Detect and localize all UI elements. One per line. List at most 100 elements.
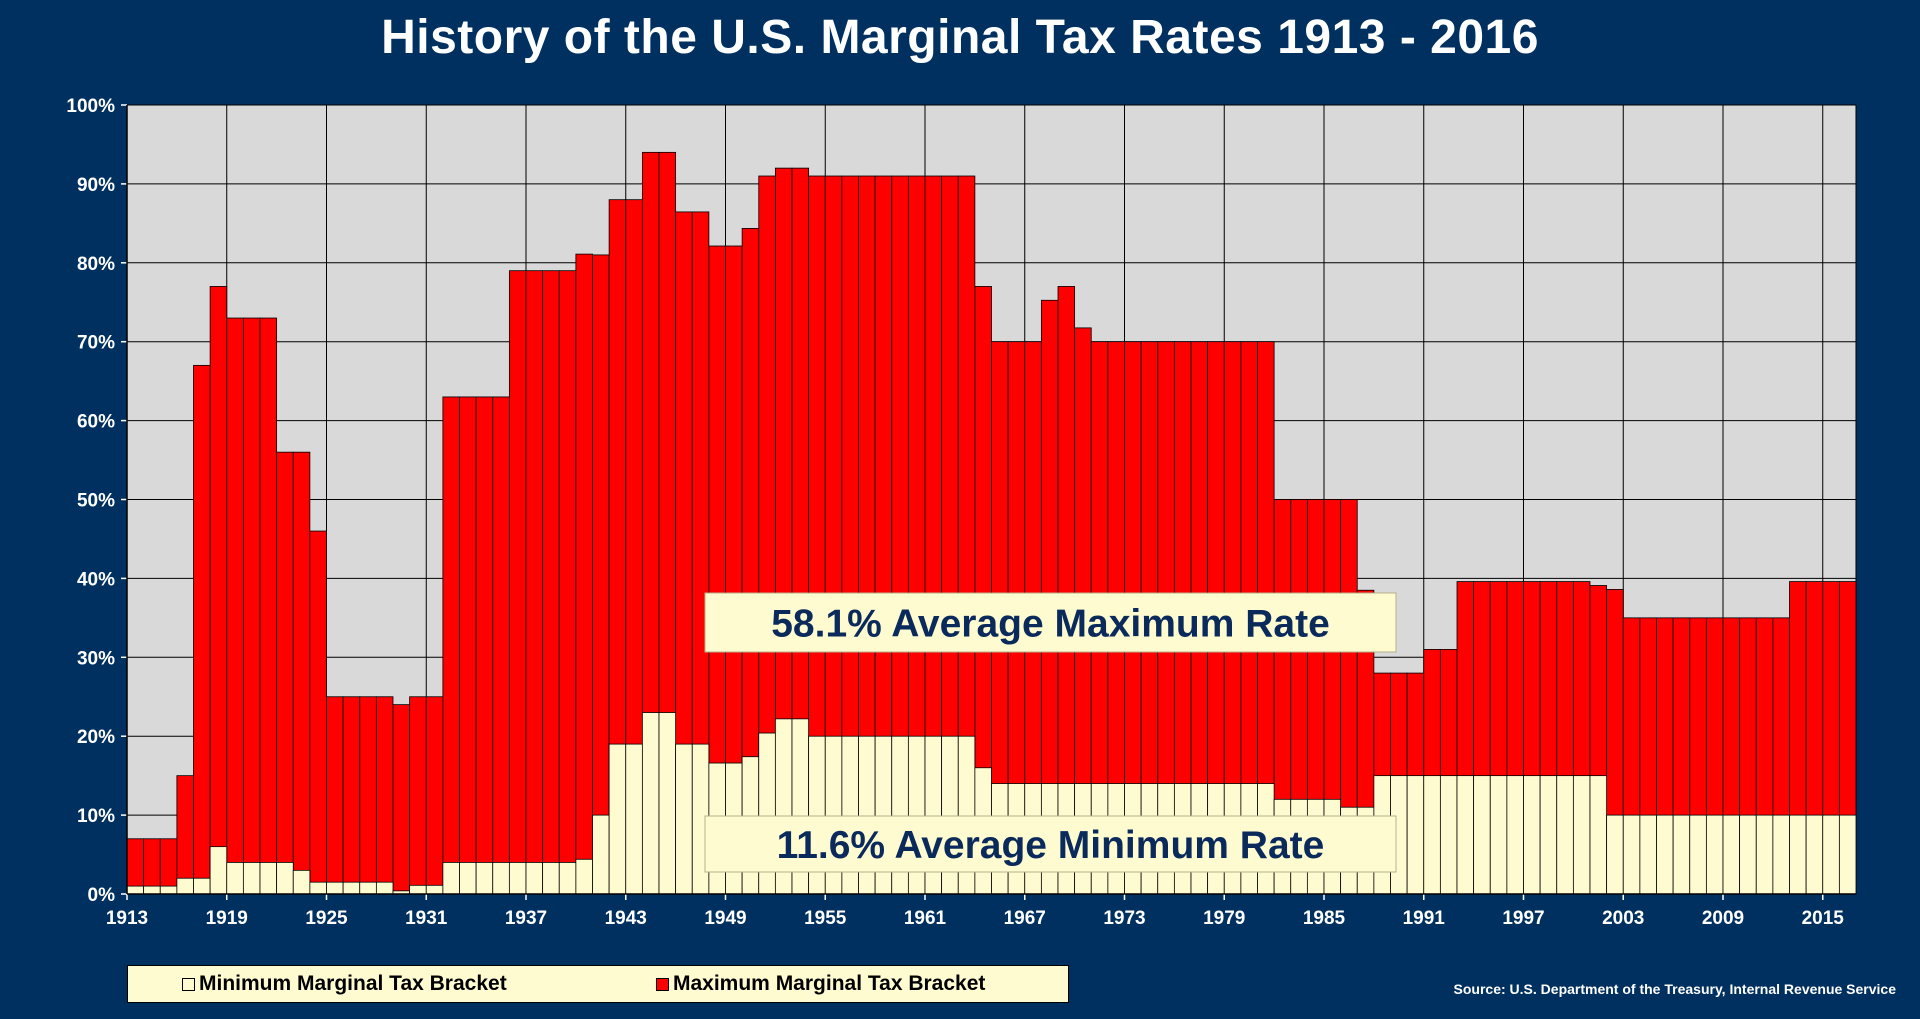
min-rate-bar: [1489, 775, 1508, 895]
max-rate-bar: [425, 696, 444, 895]
legend-label-minimum: Minimum Marginal Tax Bracket: [199, 972, 507, 995]
x-tick-label: 1913: [106, 908, 148, 929]
min-rate-bar: [259, 862, 278, 895]
max-rate-bar: [242, 317, 261, 895]
min-rate-bar: [143, 885, 161, 895]
min-rate-bar: [525, 862, 544, 895]
max-rate-bar: [342, 696, 361, 895]
min-rate-bar: [342, 881, 361, 895]
x-tick-label: 1973: [1103, 908, 1145, 929]
min-rate-bar: [1789, 814, 1807, 895]
max-rate-bar: [459, 396, 477, 895]
max-rate-bar: [542, 270, 560, 895]
min-rate-bar: [226, 862, 244, 895]
min-rate-bar: [625, 743, 643, 895]
max-rate-bar: [326, 696, 344, 895]
min-rate-bar: [1456, 775, 1475, 895]
x-tick-label: 2009: [1702, 908, 1744, 929]
legend: Minimum Marginal Tax Bracket Maximum Mar…: [127, 965, 1069, 1003]
min-rate-bar: [1838, 814, 1857, 895]
min-rate-bar: [608, 743, 627, 895]
min-rate-bar: [658, 712, 677, 895]
min-rate-bar: [425, 884, 444, 895]
x-tick-label: 1931: [405, 908, 448, 929]
min-rate-bar: [575, 858, 593, 895]
min-rate-bar: [1772, 814, 1790, 895]
min-rate-bar: [1606, 814, 1624, 895]
max-rate-bar: [575, 253, 593, 895]
x-tick-label: 1955: [804, 908, 847, 929]
y-tick-label: 50%: [77, 491, 115, 512]
y-tick-label: 60%: [77, 412, 115, 433]
min-rate-bar: [1672, 814, 1691, 895]
x-tick-label: 1949: [704, 908, 746, 929]
max-rate-bar: [276, 451, 294, 895]
min-rate-bar: [1523, 775, 1541, 895]
min-rate-bar: [292, 869, 311, 895]
min-rate-bar: [326, 881, 344, 895]
x-tick-label: 2003: [1602, 908, 1644, 929]
max-rate-bar: [209, 286, 228, 895]
chart-title: History of the U.S. Marginal Tax Rates 1…: [381, 11, 1539, 64]
axes: 0% 10% 20% 30% 40% 50% 60% 70% 80% 90% 100% 1913 191…: [66, 96, 1856, 929]
max-rate-bar: [375, 696, 394, 895]
min-rate-bar: [1589, 775, 1608, 895]
max-rate-bar: [525, 270, 544, 895]
min-rate-bar: [1822, 814, 1840, 895]
max-rate-bar: [176, 775, 194, 895]
min-rate-bar: [508, 862, 527, 895]
min-rate-bar: [193, 877, 211, 895]
min-rate-bar: [558, 862, 577, 895]
max-rate-bar: [409, 696, 427, 895]
min-rate-bar: [176, 877, 194, 895]
legend-swatch-minimum: [182, 977, 195, 991]
min-rate-bar: [641, 712, 660, 895]
min-rate-bar: [1622, 814, 1641, 895]
min-rate-bar: [276, 862, 294, 895]
x-tick-label: 1967: [1004, 908, 1046, 929]
min-rate-bar: [242, 862, 261, 895]
min-rate-bar: [375, 881, 394, 895]
max-rate-bar: [475, 396, 494, 895]
min-rate-bar: [1722, 814, 1741, 895]
min-rate-bar: [1739, 814, 1757, 895]
max-rate-bar: [193, 364, 211, 895]
min-rate-bar: [1689, 814, 1707, 895]
y-tick-label: 70%: [77, 333, 115, 354]
x-tick-label: 1943: [605, 908, 647, 929]
max-rate-bar: [558, 270, 577, 895]
x-tick-label: 1997: [1502, 908, 1544, 929]
x-tick-label: 1925: [305, 908, 348, 929]
y-tick-label: 40%: [77, 569, 115, 590]
min-rate-bar: [1556, 775, 1574, 895]
min-rate-bar: [492, 862, 510, 895]
y-tick-label: 30%: [77, 648, 115, 669]
legend-label-maximum: Maximum Marginal Tax Bracket: [673, 972, 986, 995]
annotation-label: 58.1% Average Maximum Rate: [771, 603, 1330, 646]
min-rate-bar: [1423, 775, 1441, 895]
min-rate-bar: [475, 862, 494, 895]
max-rate-bar: [259, 317, 278, 895]
x-tick-label: 1919: [206, 908, 248, 929]
x-tick-label: 1979: [1203, 908, 1245, 929]
annotation-box: [704, 815, 1397, 873]
min-rate-bar: [359, 881, 377, 895]
max-rate-bar: [226, 317, 244, 895]
min-rate-bar: [1473, 775, 1491, 895]
min-rate-bar: [209, 846, 228, 895]
max-rate-bar: [392, 704, 411, 895]
min-rate-bar: [1439, 775, 1458, 895]
annotation-box: [704, 592, 1397, 653]
min-rate-bar: [1639, 814, 1657, 895]
min-rate-bar: [1656, 814, 1674, 895]
min-rate-bar: [126, 885, 145, 895]
min-rate-bar: [1805, 814, 1824, 895]
y-tick-label: 90%: [77, 175, 115, 196]
x-tick-label: 1961: [904, 908, 947, 929]
y-tick-label: 100%: [66, 96, 115, 117]
min-rate-bar: [1755, 814, 1774, 895]
min-rate-bar: [675, 743, 693, 895]
min-rate-bar: [1406, 775, 1425, 895]
y-tick-label: 10%: [77, 806, 115, 827]
legend-swatch-maximum: [656, 977, 669, 991]
